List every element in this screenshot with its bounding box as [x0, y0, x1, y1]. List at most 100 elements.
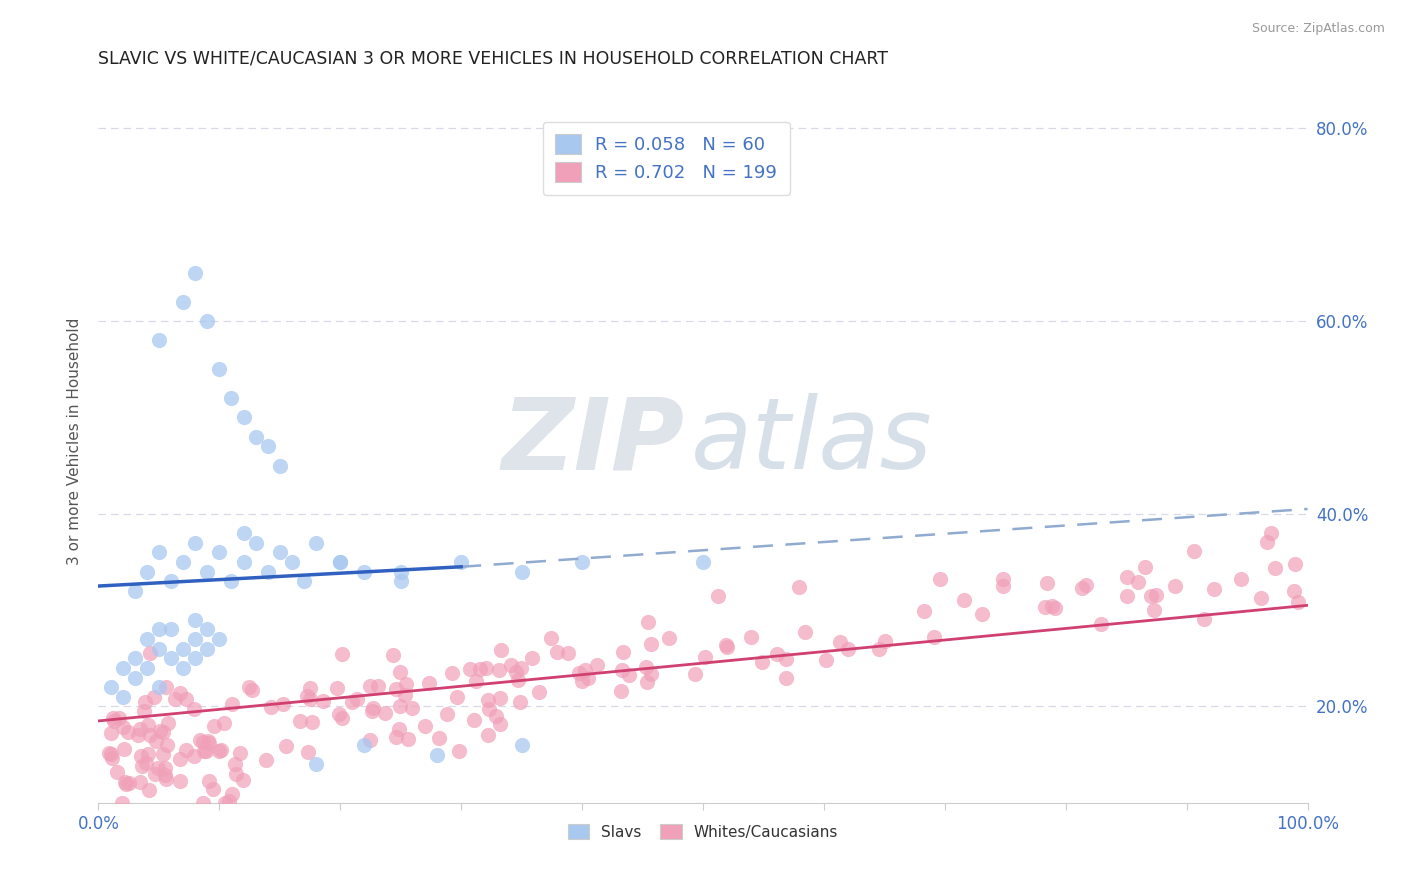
- Point: [225, 766, 247, 780]
- Point: [353, 738, 375, 752]
- Point: [637, 615, 659, 630]
- Point: [510, 660, 533, 674]
- Point: [111, 661, 134, 675]
- Point: [1045, 601, 1067, 615]
- Point: [127, 729, 149, 743]
- Point: [1164, 579, 1187, 593]
- Point: [135, 565, 157, 579]
- Point: [557, 646, 579, 660]
- Point: [191, 796, 214, 810]
- Point: [1284, 557, 1306, 571]
- Point: [636, 675, 658, 690]
- Point: [385, 731, 408, 745]
- Point: [326, 681, 349, 696]
- Point: [617, 668, 640, 682]
- Point: [212, 716, 235, 731]
- Point: [413, 719, 436, 733]
- Point: [1116, 590, 1139, 604]
- Point: [586, 657, 609, 672]
- Point: [148, 334, 170, 348]
- Point: [374, 706, 396, 720]
- Point: [169, 686, 191, 700]
- Point: [1182, 544, 1205, 558]
- Point: [108, 711, 131, 725]
- Point: [135, 632, 157, 646]
- Point: [290, 714, 312, 728]
- Point: [576, 671, 599, 685]
- Point: [191, 734, 214, 748]
- Point: [568, 665, 591, 680]
- Point: [134, 695, 156, 709]
- Point: [274, 739, 297, 753]
- Point: [129, 749, 152, 764]
- Point: [155, 680, 177, 694]
- Point: [775, 651, 797, 665]
- Point: [329, 555, 352, 569]
- Y-axis label: 3 or more Vehicles in Household: 3 or more Vehicles in Household: [67, 318, 83, 566]
- Point: [912, 604, 935, 618]
- Point: [509, 695, 531, 709]
- Point: [112, 720, 135, 734]
- Point: [214, 796, 236, 810]
- Point: [775, 671, 797, 685]
- Point: [160, 623, 183, 637]
- Point: [1140, 589, 1163, 603]
- Point: [1204, 582, 1226, 596]
- Point: [1230, 572, 1253, 586]
- Point: [751, 655, 773, 669]
- Point: [148, 641, 170, 656]
- Point: [117, 724, 139, 739]
- Point: [640, 666, 662, 681]
- Point: [450, 555, 472, 569]
- Point: [105, 764, 128, 779]
- Point: [463, 713, 485, 727]
- Point: [329, 555, 352, 569]
- Point: [1090, 617, 1112, 632]
- Point: [183, 702, 205, 716]
- Point: [837, 642, 859, 657]
- Point: [510, 738, 533, 752]
- Point: [489, 690, 512, 705]
- Point: [305, 757, 328, 772]
- Point: [111, 796, 134, 810]
- Point: [396, 732, 419, 747]
- Text: atlas: atlas: [690, 393, 932, 490]
- Point: [269, 458, 291, 473]
- Point: [571, 555, 593, 569]
- Point: [1192, 612, 1215, 626]
- Point: [153, 768, 176, 782]
- Point: [232, 555, 254, 569]
- Point: [160, 574, 183, 589]
- Point: [208, 632, 231, 646]
- Point: [381, 648, 404, 662]
- Point: [924, 630, 946, 644]
- Point: [346, 691, 368, 706]
- Point: [124, 671, 146, 685]
- Point: [540, 631, 562, 645]
- Point: [118, 776, 141, 790]
- Point: [131, 759, 153, 773]
- Point: [184, 535, 207, 549]
- Point: [508, 673, 530, 688]
- Point: [195, 565, 218, 579]
- Point: [1035, 599, 1057, 614]
- Point: [245, 430, 267, 444]
- Point: [574, 664, 596, 678]
- Point: [232, 410, 254, 425]
- Point: [172, 641, 194, 656]
- Point: [929, 573, 952, 587]
- Point: [489, 717, 512, 731]
- Point: [184, 651, 207, 665]
- Point: [183, 748, 205, 763]
- Point: [114, 777, 136, 791]
- Point: [394, 688, 416, 702]
- Point: [447, 744, 470, 758]
- Point: [172, 661, 194, 675]
- Point: [176, 743, 198, 757]
- Point: [1116, 570, 1139, 584]
- Point: [198, 735, 221, 749]
- Point: [499, 657, 522, 672]
- Point: [139, 728, 162, 742]
- Point: [208, 744, 231, 758]
- Point: [202, 719, 225, 733]
